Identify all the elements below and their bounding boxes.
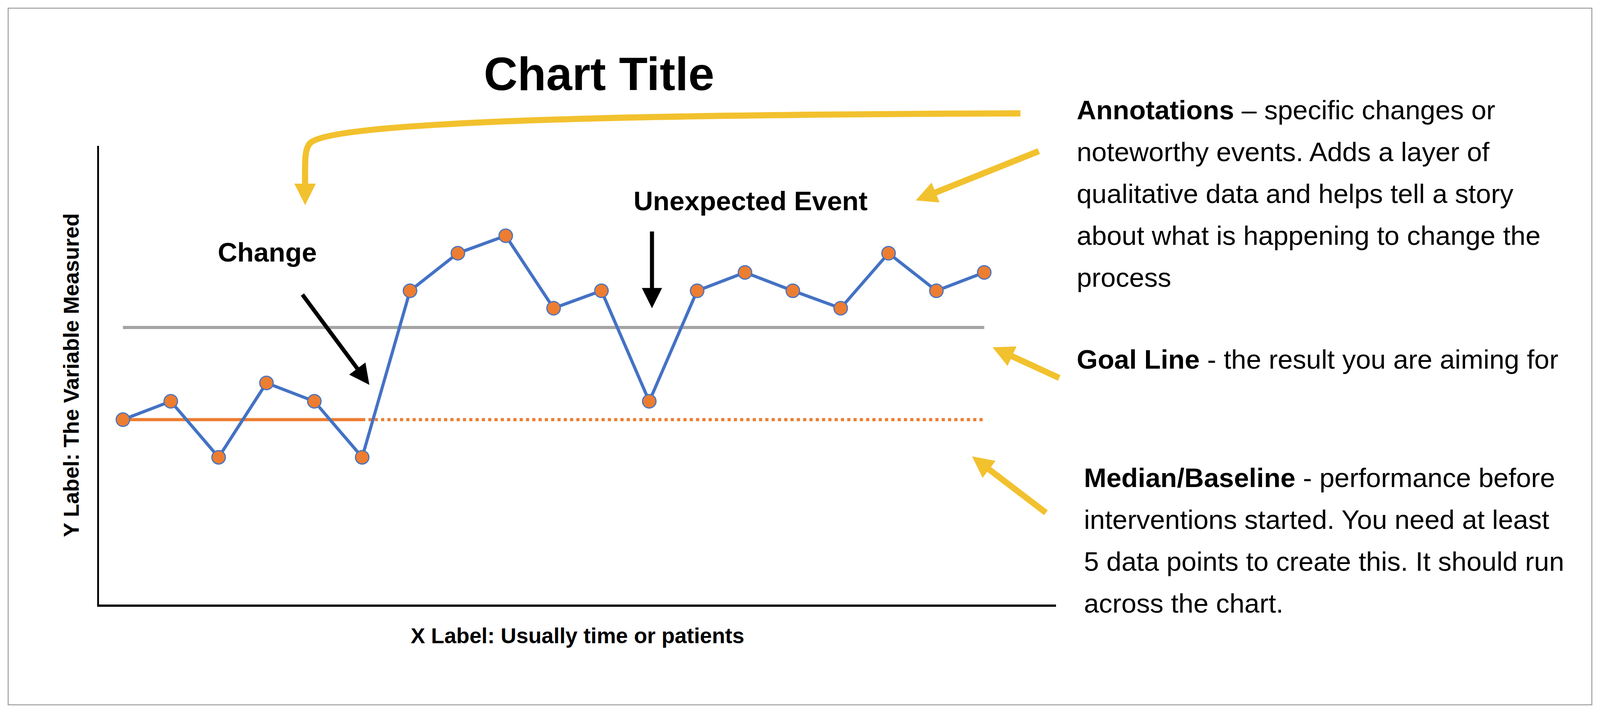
html-text:Goal Line - the result you are: Goal Line - the result you are aiming fo… [1076, 344, 1559, 375]
svg-text:Chart Title: Chart Title [483, 47, 715, 100]
svg-text:Y Label: The Variable Measured: Y Label: The Variable Measured [59, 213, 84, 537]
svg-text:Change: Change [217, 237, 317, 268]
html-text:Median/Baseline - performance: Median/Baseline - performance before int… [1083, 462, 1565, 619]
svg-text:Unexpected Event: Unexpected Event [633, 185, 868, 216]
svg-text:X Label: Usually time or patie: X Label: Usually time or patients [410, 623, 745, 648]
html-text:Annotations – specific changes: Annotations – specific changes or notewo… [1076, 94, 1541, 293]
